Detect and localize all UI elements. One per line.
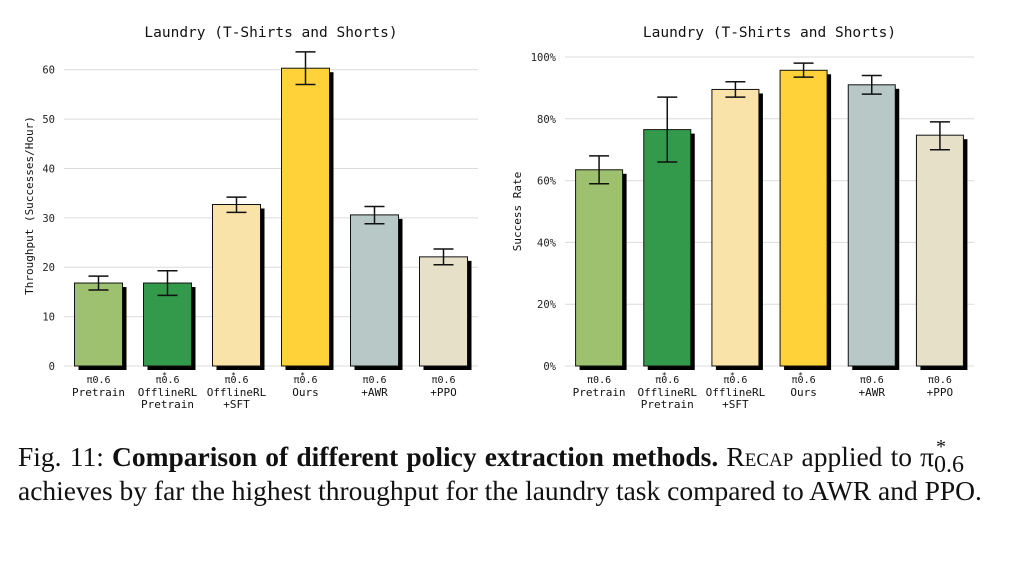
x-tick-star: * [231, 371, 236, 380]
bar[interactable] [916, 135, 963, 366]
caption-label: Fig. 11: [18, 441, 104, 472]
x-tick-label: +AWR [361, 386, 388, 399]
y-tick-label: 100% [531, 52, 557, 64]
x-tick-label: Ours [790, 386, 817, 399]
x-tick-label: +PPO [927, 386, 954, 399]
y-axis-label: Throughput (Successes/Hour) [23, 116, 36, 295]
figure-caption: Fig. 11: Comparison of different policy … [18, 440, 986, 508]
caption-pi: π [920, 441, 934, 472]
y-tick-label: 40 [42, 163, 55, 175]
caption-pi-sub: 0.6 [934, 448, 964, 482]
caption-recap: Recap [726, 441, 793, 472]
bar[interactable] [282, 68, 330, 366]
x-tick-label: +SFT [223, 398, 250, 411]
x-tick-symbol: π0.6 [224, 375, 248, 386]
x-tick-label: +AWR [859, 386, 886, 399]
x-tick-symbol: π0.6 [362, 375, 386, 386]
bar[interactable] [644, 130, 691, 366]
bar[interactable] [351, 215, 399, 366]
x-tick-label: Pretrain [641, 398, 694, 411]
y-tick-label: 30 [42, 213, 55, 225]
y-tick-label: 0 [49, 361, 55, 373]
throughput-chart: 0 10 20 30 40 50 60 Laundry (T-Shirts and Short… [23, 25, 478, 411]
bar[interactable] [780, 70, 827, 366]
caption-text-b: achieves by far the highest throughput f… [18, 475, 982, 506]
x-tick-label: Pretrain [573, 386, 626, 399]
caption-text-a: applied to [801, 441, 912, 472]
x-tick-label: +PPO [430, 386, 457, 399]
chart-title: Laundry (T-Shirts and Shorts) [643, 25, 896, 41]
x-tick-label: Pretrain [72, 386, 125, 399]
x-tick-star: * [162, 371, 167, 380]
chart-title: Laundry (T-Shirts and Shorts) [144, 25, 397, 41]
x-tick-label: Pretrain [141, 398, 194, 411]
bar[interactable] [712, 89, 759, 366]
x-tick-symbol: π0.6 [723, 375, 747, 386]
x-tick-symbol: π0.6 [155, 375, 179, 386]
bar[interactable] [848, 85, 895, 366]
bar[interactable] [75, 283, 123, 366]
y-tick-label: 20% [537, 299, 557, 311]
x-tick-symbol: π0.6 [587, 375, 611, 386]
caption-pi-script: * 0.6 [934, 446, 986, 466]
y-tick-label: 80% [537, 114, 557, 126]
x-tick-star: * [300, 371, 305, 380]
x-tick-label: Ours [292, 386, 319, 399]
x-tick-star: * [662, 371, 667, 380]
y-tick-label: 0% [543, 361, 556, 373]
x-tick-symbol: π0.6 [792, 375, 816, 386]
y-tick-label: 60 [42, 65, 55, 77]
x-tick-label: +SFT [722, 398, 749, 411]
success-rate-chart: 0% 20% 40% 60% 80% 100% Laundry (T-Shirts and … [511, 25, 974, 411]
x-tick-symbol: π0.6 [293, 375, 317, 386]
y-tick-label: 20 [42, 262, 55, 274]
x-tick-symbol: π0.6 [655, 375, 679, 386]
figure: 0 10 20 30 40 50 60 Laundry (T-Shirts and Short… [0, 0, 1015, 430]
y-tick-label: 60% [537, 176, 557, 188]
x-tick-symbol: π0.6 [860, 375, 884, 386]
x-tick-star: * [798, 371, 803, 380]
y-tick-label: 40% [537, 237, 557, 249]
y-axis-label: Success Rate [511, 172, 524, 251]
y-tick-label: 50 [42, 114, 55, 126]
bar[interactable] [576, 170, 623, 366]
x-tick-symbol: π0.6 [86, 375, 110, 386]
x-tick-symbol: π0.6 [928, 375, 952, 386]
y-tick-label: 10 [42, 312, 55, 324]
bar[interactable] [420, 257, 468, 366]
x-tick-star: * [730, 371, 735, 380]
bar[interactable] [213, 205, 261, 366]
caption-bold: Comparison of different policy extractio… [112, 441, 718, 472]
x-tick-symbol: π0.6 [431, 375, 455, 386]
